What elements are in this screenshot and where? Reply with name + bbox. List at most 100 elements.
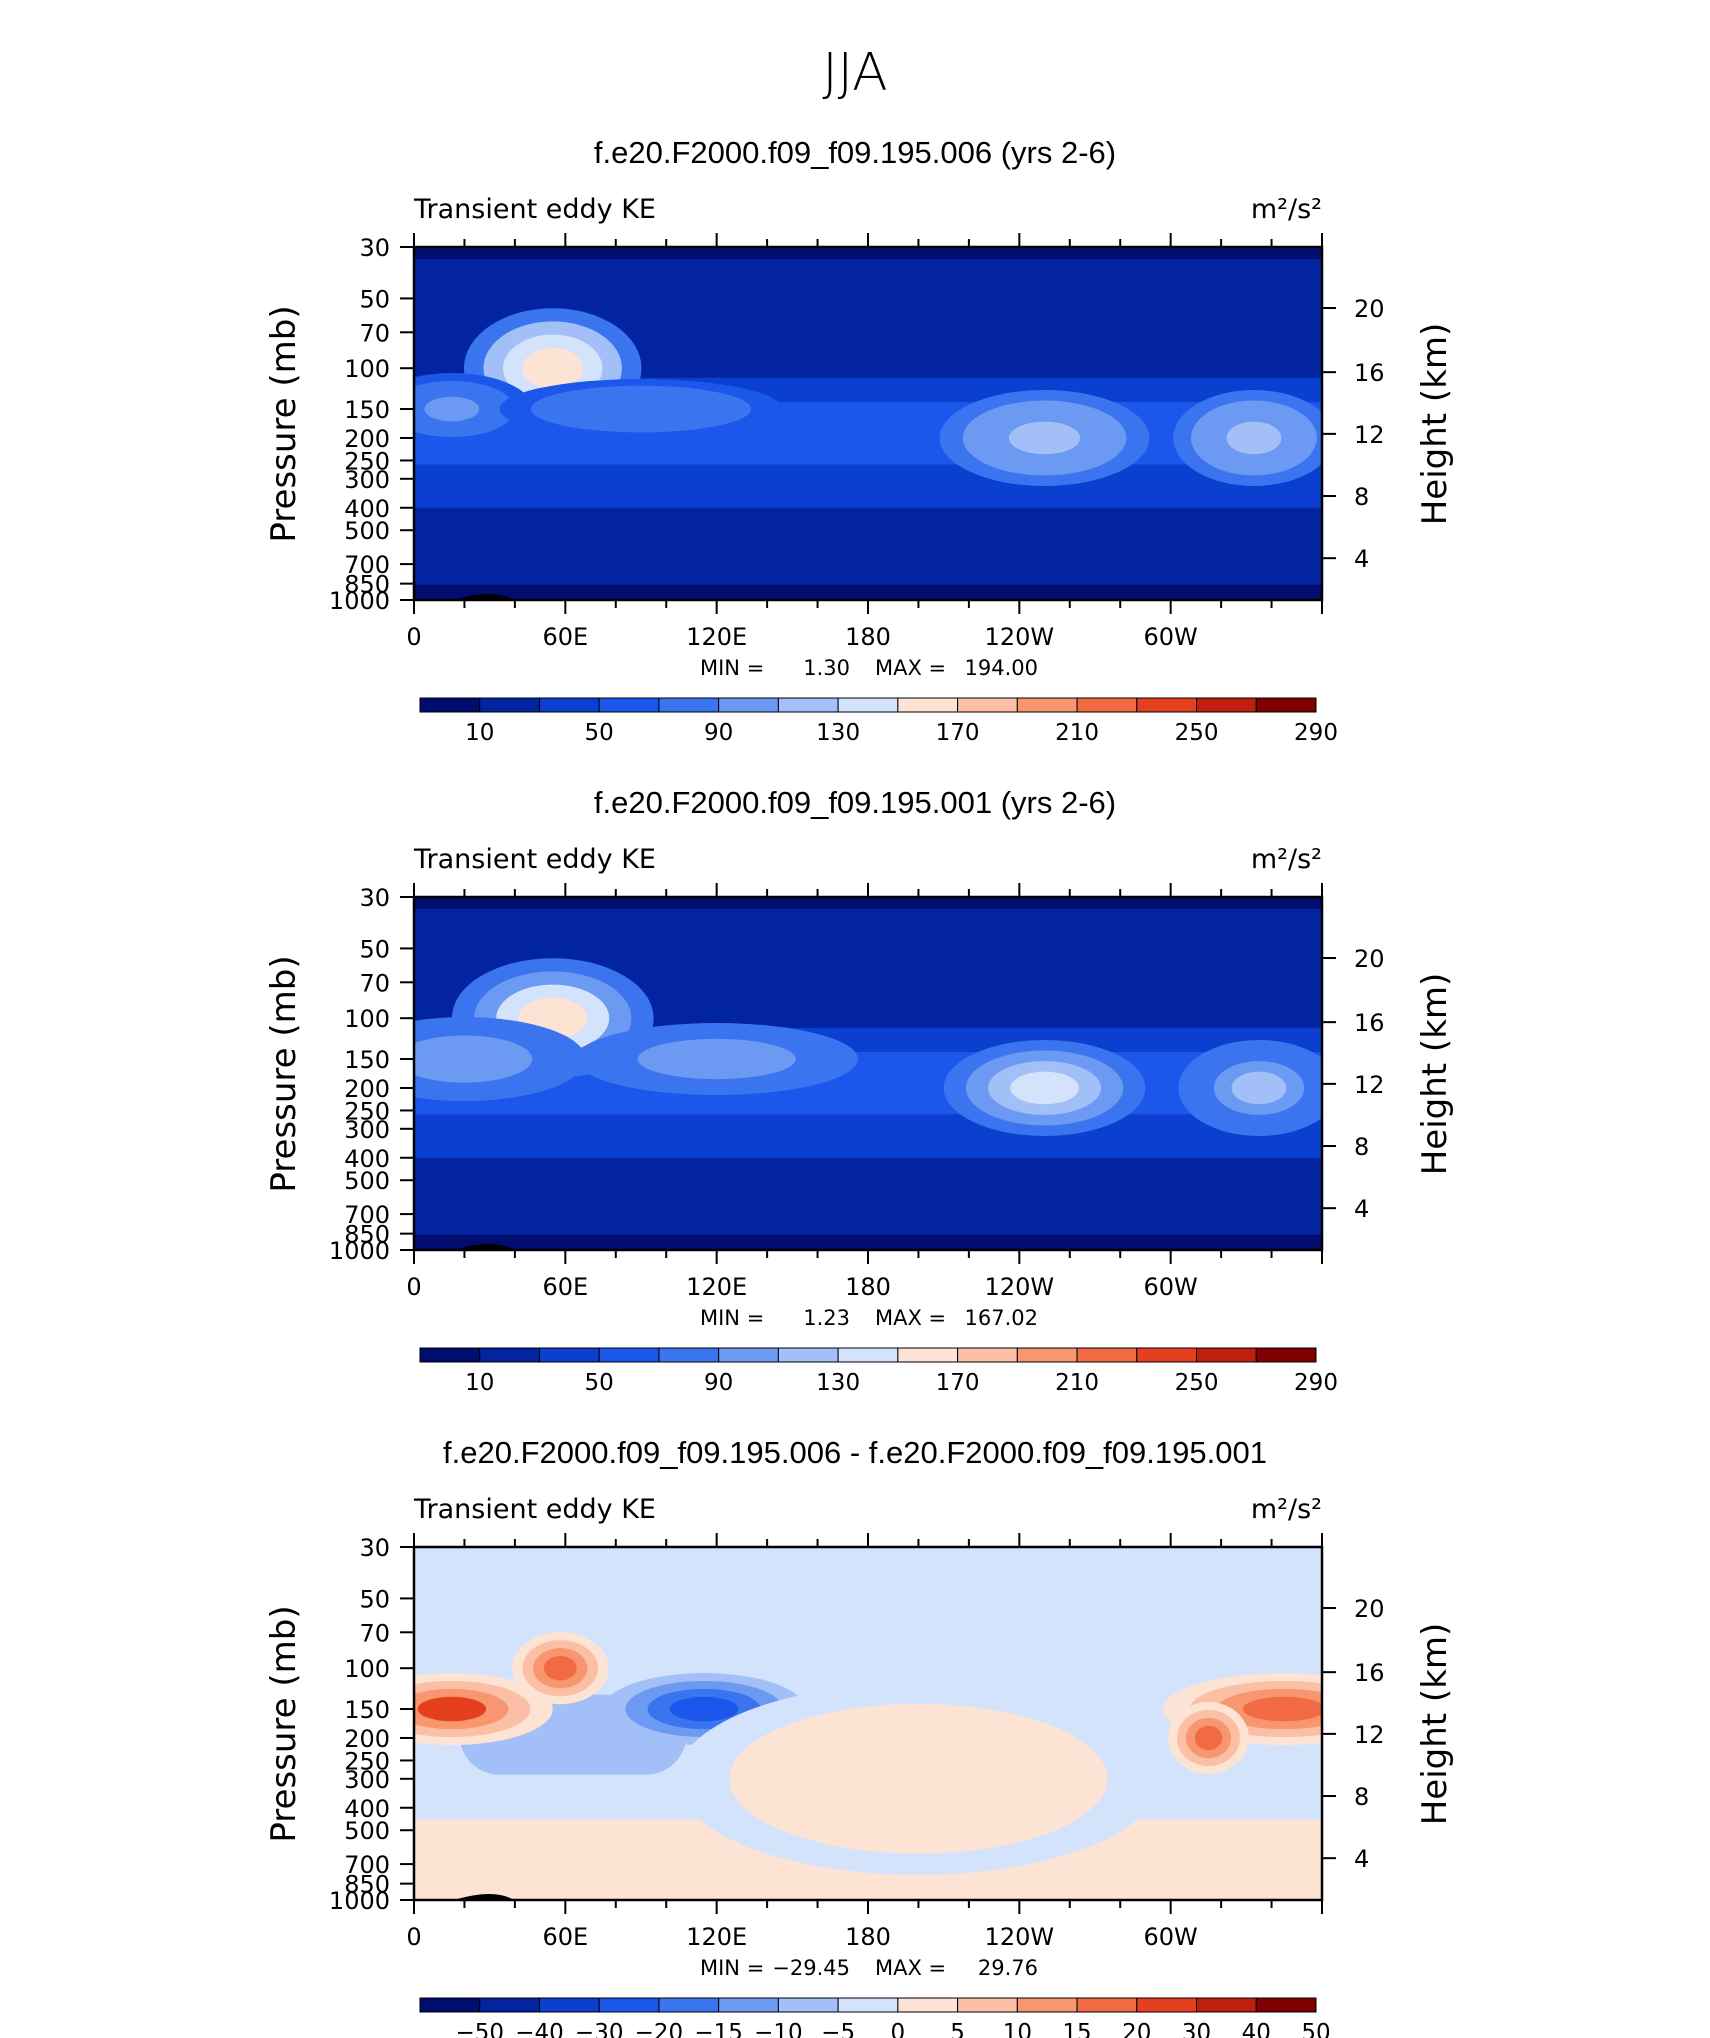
colorbar-swatch: [1136, 1347, 1198, 1363]
contour-level: [258, 0, 581, 199]
x-tick-label: 180: [845, 1923, 891, 1951]
colorbar-label: −40: [515, 2020, 564, 2038]
y-tick-label: 100: [344, 1655, 390, 1683]
colorbar-swatch: [718, 697, 779, 713]
topography: [454, 594, 514, 600]
units-label: m²/s²: [1251, 194, 1322, 225]
contour-band: [414, 584, 1322, 600]
topography: [454, 1244, 514, 1250]
x-tick-label: 120W: [985, 623, 1055, 651]
contour-level: [329, 0, 510, 141]
y2-tick-label: 12: [1354, 421, 1385, 449]
y-tick-label: 250: [344, 1747, 390, 1775]
colorbar-label: 210: [1055, 720, 1099, 746]
colorbar-label: 10: [465, 1370, 494, 1396]
y2-tick-label: 4: [1354, 1845, 1369, 1873]
colorbar-label: −50: [455, 2020, 504, 2038]
colorbar-label: 50: [585, 720, 614, 746]
contour-level: [364, 22, 474, 112]
colorbar-label: 10: [465, 720, 494, 746]
y-tick-label: 400: [344, 1145, 390, 1173]
contour-level: [669, 1696, 739, 1722]
y-tick-label: 50: [359, 935, 390, 963]
y-tick-label: 300: [344, 1116, 390, 1144]
colorbar-label: 50: [585, 1370, 614, 1396]
y-tick-label: 1000: [329, 587, 390, 615]
contour-level: [293, 0, 545, 170]
colorbar-label: 20: [1122, 2020, 1151, 2038]
colorbar-label: 250: [1175, 1370, 1219, 1396]
colorbar-swatch: [777, 697, 839, 713]
y-tick-label: 30: [359, 884, 390, 912]
contour-level: [543, 1655, 577, 1681]
colorbar-swatch: [777, 1347, 839, 1363]
colorbar-swatch: [479, 1997, 540, 2013]
y-tick-label: 850: [344, 571, 390, 599]
contour-level: [1194, 1725, 1223, 1751]
y-tick-label: 400: [344, 495, 390, 523]
variable-label: Transient eddy KE: [413, 844, 656, 875]
colorbar-swatch: [538, 697, 600, 713]
y-tick-label: 50: [359, 285, 390, 313]
min-value: −29.45: [772, 1956, 850, 1980]
y2-axis-label: Height (km): [1415, 323, 1455, 526]
x-tick-label: 0: [406, 1273, 421, 1301]
contour-band: [414, 1234, 1322, 1250]
y-tick-label: 500: [344, 1817, 390, 1845]
x-tick-label: 60W: [1144, 623, 1198, 651]
y2-tick-label: 16: [1354, 1659, 1385, 1687]
colorbar-swatch: [1076, 1997, 1138, 2013]
colorbar-swatch: [897, 1997, 959, 2013]
units-label: m²/s²: [1251, 1494, 1322, 1525]
colorbar-swatch: [957, 1997, 1018, 2013]
colorbar-swatch: [1076, 697, 1138, 713]
contour-level: [592, 398, 690, 420]
y-tick-label: 70: [359, 969, 390, 997]
colorbar-label: 10: [1003, 2020, 1032, 2038]
y2-axis-label: Height (km): [1415, 973, 1455, 1176]
colorbar-label: 40: [1242, 2020, 1271, 2038]
colorbar-label: 290: [1294, 1370, 1338, 1396]
colorbar-swatch: [1196, 1997, 1257, 2013]
y-tick-label: 50: [359, 1585, 390, 1613]
colorbar-label: −5: [821, 2020, 855, 2038]
x-tick-label: 60W: [1144, 1923, 1198, 1951]
y-tick-label: 500: [344, 517, 390, 545]
y-tick-label: 300: [344, 466, 390, 494]
colorbar-label: 0: [891, 2020, 906, 2038]
max-value: 29.76: [978, 1956, 1038, 1980]
y-tick-label: 700: [344, 551, 390, 579]
colorbar-swatch: [1076, 1347, 1138, 1363]
chart-panel-2: f.e20.F2000.f09_f09.195.001 (yrs 2-6) Tra…: [264, 785, 1455, 1396]
colorbar-label: 250: [1175, 720, 1219, 746]
colorbar-swatch: [837, 697, 899, 713]
topography: [454, 1894, 514, 1900]
y-tick-label: 850: [344, 1221, 390, 1249]
variable-label: Transient eddy KE: [413, 1494, 656, 1525]
contour-level: [522, 347, 583, 389]
units-label: m²/s²: [1251, 844, 1322, 875]
min-value: 1.30: [803, 656, 850, 680]
y-tick-label: 300: [344, 1766, 390, 1794]
contour-level: [836, 1746, 1001, 1812]
colorbar-swatch: [419, 1347, 481, 1363]
colorbar-swatch: [658, 1997, 720, 2013]
x-tick-label: 0: [406, 623, 421, 651]
colorbar-label: 30: [1182, 2020, 1211, 2038]
colorbar-swatch: [1255, 697, 1317, 713]
contour-band: [414, 247, 1322, 259]
y-axis-label: Pressure (mb): [264, 955, 304, 1192]
y-tick-label: 1000: [329, 1237, 390, 1265]
contour-level: [668, 1046, 765, 1072]
y-tick-label: 850: [344, 1871, 390, 1899]
chart-panel-1: f.e20.F2000.f09_f09.195.006 (yrs 2-6) Tra…: [258, 0, 1455, 746]
max-label: MAX =: [875, 1956, 946, 1980]
colorbar-swatch: [1136, 1997, 1198, 2013]
x-tick-label: 120E: [686, 623, 747, 651]
y-tick-label: 250: [344, 447, 390, 475]
colorbar-swatch: [957, 697, 1018, 713]
colorbar-swatch: [1136, 697, 1198, 713]
colorbar-swatch: [658, 697, 720, 713]
y-tick-label: 150: [344, 1696, 390, 1724]
